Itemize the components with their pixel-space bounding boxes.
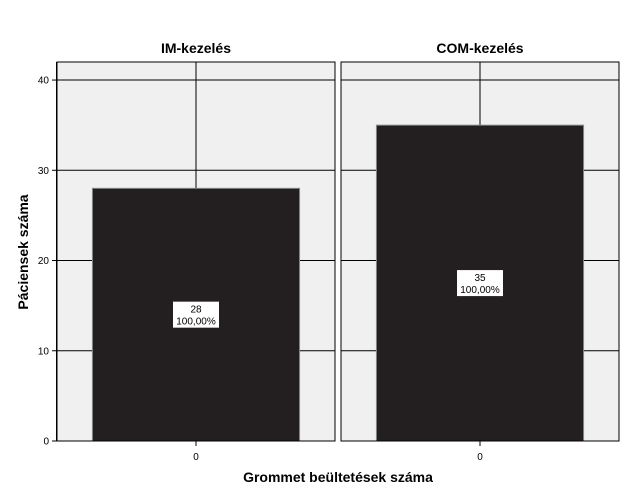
y-axis-title: Páciensek száma bbox=[15, 194, 31, 309]
x-tick-label: 0 bbox=[193, 452, 199, 463]
data-label-percent: 100,00% bbox=[176, 317, 216, 328]
y-tick-label: 20 bbox=[38, 256, 50, 267]
panel-title: COM-kezelés bbox=[436, 40, 523, 56]
data-label-count: 28 bbox=[190, 305, 202, 316]
data-label-count: 35 bbox=[474, 273, 486, 284]
x-axis-title: Grommet beültetések száma bbox=[243, 469, 433, 485]
x-tick-label: 0 bbox=[477, 452, 483, 463]
y-tick-label: 10 bbox=[38, 346, 50, 357]
data-label-box bbox=[173, 301, 219, 328]
y-tick-label: 30 bbox=[38, 166, 50, 177]
y-tick-label: 0 bbox=[43, 437, 49, 448]
panel-title: IM-kezelés bbox=[161, 40, 231, 56]
data-label-percent: 100,00% bbox=[460, 285, 500, 296]
data-label-box bbox=[457, 270, 503, 297]
y-tick-label: 40 bbox=[38, 76, 50, 87]
